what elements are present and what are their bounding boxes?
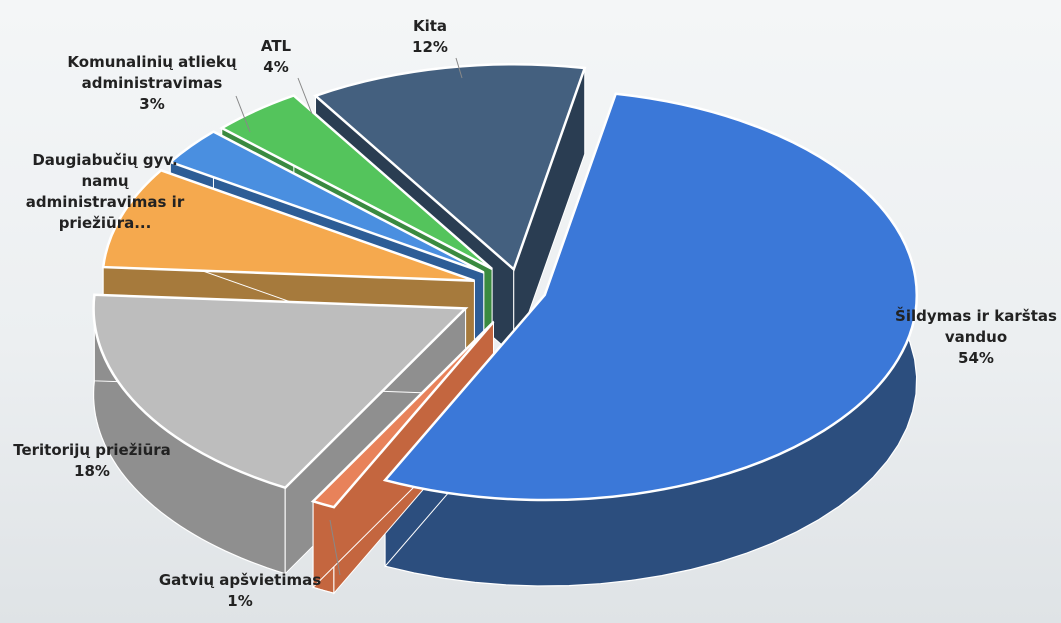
label-sildymas: Šildymas ir karštas vanduo 54% [895, 307, 1057, 367]
slice-3 [101, 168, 475, 282]
leader-line-3 [455, 57, 463, 79]
leader-line-0 [235, 95, 251, 133]
slice-0 [382, 92, 918, 502]
pie-tops [92, 63, 918, 509]
slice-5 [219, 94, 493, 271]
label-teritoriju: Teritorijų priežiūra 18% [13, 441, 171, 480]
leader-line-1 [297, 77, 313, 115]
leader-line-2 [329, 519, 341, 576]
slice-4 [167, 130, 485, 274]
label-gatviu: Gatvių apšvietimas 1% [158, 571, 322, 610]
label-komunaliniu: Komunalinių atliekų administravimas 3% [67, 53, 237, 113]
label-kita: Kita 12% [412, 17, 448, 56]
label-daugiabuciu: Daugiabučių gyv. namų administravimas ir… [25, 151, 185, 232]
label-atl: ATL 4% [260, 37, 292, 76]
slice-2 [92, 293, 469, 490]
slice-1 [310, 321, 495, 509]
slice-6 [313, 63, 587, 272]
